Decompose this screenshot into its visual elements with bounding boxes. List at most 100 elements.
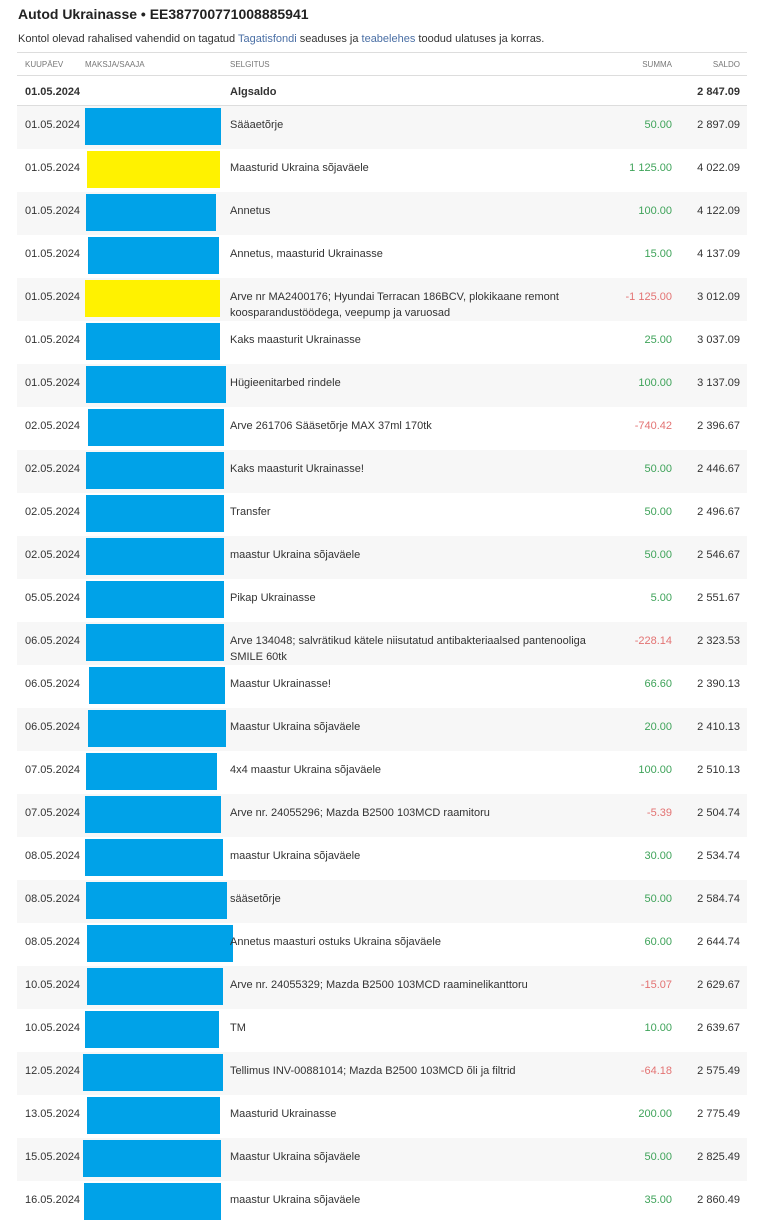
date: 08.05.2024 [25,850,81,862]
date: 15.05.2024 [25,1151,81,1163]
balance: 2 897.09 [697,119,740,131]
balance: 2 446.67 [697,463,740,475]
amount: -5.39 [646,807,672,819]
table-row[interactable]: 07.05.2024 Arve nr. 24055296; Mazda B2500… [17,794,747,837]
date: 06.05.2024 [25,678,81,690]
table-row[interactable]: 12.05.2024 Tellimus INV-00881014; Mazda B… [17,1052,747,1095]
date: 05.05.2024 [25,592,81,604]
balance: 2 390.13 [697,678,740,690]
redacted-party [86,538,224,575]
description: Maasturid Ukraina sõjaväele [230,162,369,174]
balance: 2 825.49 [697,1151,740,1163]
table-row[interactable]: 02.05.2024 maastur Ukraina sõjaväele 50.00… [17,536,747,579]
amount: 50.00 [644,893,672,905]
table-row[interactable]: 08.05.2024 sääsetõrje 50.00 2 584.74 [17,880,747,923]
balance: 2 323.53 [697,635,740,647]
redacted-party [83,1140,221,1177]
table-row[interactable]: 02.05.2024 Kaks maasturit Ukrainasse! 50.0… [17,450,747,493]
table-row[interactable]: 01.05.2024 Sääaetõrje 50.00 2 897.09 [17,106,747,149]
table-row[interactable]: 01.05.2024 Maasturid Ukraina sõjaväele 1 1… [17,149,747,192]
amount: 15.00 [644,248,672,260]
date: 08.05.2024 [25,936,81,948]
balance: 2 847.09 [697,86,740,98]
balance: 2 639.67 [697,1022,740,1034]
redacted-party [89,667,225,704]
redacted-party [87,151,220,188]
table-row[interactable]: 01.05.2024 Hügieenitarbed rindele 100.00 3 … [17,364,747,407]
description: maastur Ukraina sõjaväele [230,1194,361,1206]
table-row[interactable]: 02.05.2024 Arve 261706 Sääsetõrje MAX 37m… [17,407,747,450]
table-row[interactable]: 15.05.2024 Maastur Ukraina sõjaväele 50.00… [17,1138,747,1181]
table-row[interactable]: 08.05.2024 maastur Ukraina sõjaväele 30.00… [17,837,747,880]
description: Hügieenitarbed rindele [230,377,341,389]
table-row[interactable]: 01.05.2024 Kaks maasturit Ukrainasse 25.00… [17,321,747,364]
amount: 20.00 [644,721,672,733]
table-row[interactable]: 10.05.2024 TM 10.00 2 639.67 [17,1009,747,1052]
description: Pikap Ukrainasse [230,592,316,604]
date: 07.05.2024 [25,807,81,819]
opening-balance-row: 01.05.2024 Algsaldo 2 847.09 [17,76,747,106]
col-sum[interactable]: SUMMA [642,60,672,69]
col-date[interactable]: KUUPÄEV [25,60,64,69]
balance: 2 510.13 [697,764,740,776]
amount: 30.00 [644,850,672,862]
redacted-party [87,925,233,962]
table-row[interactable]: 16.05.2024 maastur Ukraina sõjaväele 35.00… [17,1181,747,1224]
teabeleht-link[interactable]: teabelehes [361,33,416,45]
description: sääsetõrje [230,893,281,905]
table-row[interactable]: 05.05.2024 Pikap Ukrainasse 5.00 2 551.67 [17,579,747,622]
balance: 3 012.09 [697,291,740,303]
date: 02.05.2024 [25,506,81,518]
amount: 100.00 [638,377,672,389]
table-row[interactable]: 01.05.2024 Annetus 100.00 4 122.09 [17,192,747,235]
redacted-party [85,108,221,145]
note-text: seaduses ja [296,33,362,45]
col-party[interactable]: MAKSJA/SAAJA [85,60,145,69]
table-row[interactable]: 07.05.2024 4x4 maastur Ukraina sõjaväele 1… [17,751,747,794]
date: 02.05.2024 [25,420,81,432]
amount: 100.00 [638,205,672,217]
date: 01.05.2024 [25,119,81,131]
description: Maastur Ukraina sõjaväele [230,1151,361,1163]
table-row[interactable]: 02.05.2024 Transfer 50.00 2 496.67 [17,493,747,536]
redacted-party [88,710,226,747]
amount: 50.00 [644,1151,672,1163]
amount: -64.18 [640,1065,672,1077]
table-row[interactable]: 06.05.2024 Maastur Ukraina sõjaväele 20.00… [17,708,747,751]
col-balance[interactable]: SALDO [712,60,740,69]
table-row[interactable]: 08.05.2024 Annetus maasturi ostuks Ukrain… [17,923,747,966]
col-description[interactable]: SELGITUS [230,60,270,69]
table-row[interactable]: 06.05.2024 Maastur Ukrainasse! 66.60 2 390.… [17,665,747,708]
balance: 2 496.67 [697,506,740,518]
note-text: toodud ulatuses ja korras. [415,33,545,45]
redacted-party [86,452,224,489]
note-text: Kontol olevad rahalised vahendid on taga… [18,33,238,45]
table-row[interactable]: 13.05.2024 Maasturid Ukrainasse 200.00 2 77… [17,1095,747,1138]
table-row[interactable]: 06.05.2024 Arve 134048; salvrätikud kätel… [17,622,747,665]
date: 07.05.2024 [25,764,81,776]
description: Kaks maasturit Ukrainasse! [230,463,364,475]
description: Annetus [230,205,271,217]
description: Maastur Ukraina sõjaväele [230,721,361,733]
redacted-party [86,753,217,790]
amount: 50.00 [644,119,672,131]
redacted-party [86,581,224,618]
deposit-guarantee-note: Kontol olevad rahalised vahendid on taga… [18,33,544,45]
amount: 50.00 [644,549,672,561]
redacted-party [86,323,220,360]
table-row[interactable]: 01.05.2024 Annetus, maasturid Ukrainasse 1… [17,235,747,278]
balance: 2 396.67 [697,420,740,432]
description: Algsaldo [230,86,277,98]
balance: 2 644.74 [697,936,740,948]
table-row[interactable]: 01.05.2024 Arve nr MA2400176; Hyundai Ter… [17,278,747,321]
amount: 66.60 [644,678,672,690]
tagatisfond-link[interactable]: Tagatisfondi [237,33,297,45]
redacted-party [85,796,221,833]
table-row[interactable]: 10.05.2024 Arve nr. 24055329; Mazda B2500… [17,966,747,1009]
description: maastur Ukraina sõjaväele [230,549,361,561]
amount: 25.00 [644,334,672,346]
redacted-party [85,839,223,876]
amount: -15.07 [640,979,672,991]
redacted-party [86,194,216,231]
date: 01.05.2024 [25,162,81,174]
